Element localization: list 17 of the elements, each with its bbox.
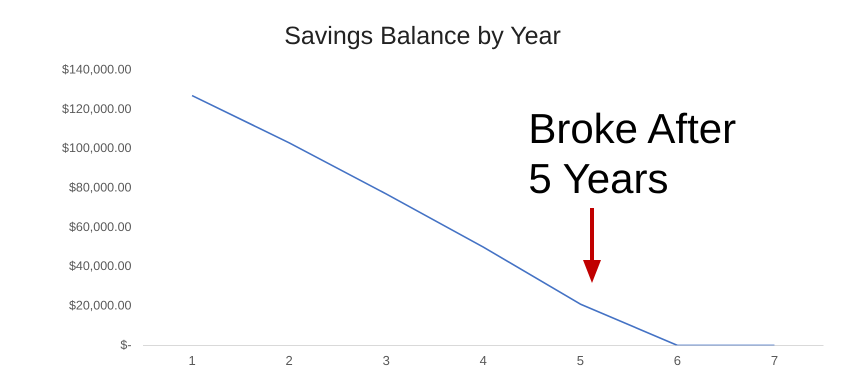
x-tick-label: 3 [382, 352, 390, 368]
y-tick-label: $40,000.00 [68, 259, 132, 274]
y-tick-label: $60,000.00 [68, 220, 132, 234]
y-tick-label: $120,000.00 [62, 102, 132, 116]
x-tick-label: 1 [188, 352, 196, 368]
x-tick-label: 6 [674, 352, 682, 368]
x-tick-label: 5 [576, 352, 584, 368]
y-tick-label: $20,000.00 [68, 298, 132, 313]
x-tick-label: 2 [286, 352, 293, 368]
annotation: Broke After 5 Years [528, 104, 738, 204]
y-tick-label: $140,000.00 [62, 62, 132, 76]
y-tick-label: $80,000.00 [68, 180, 132, 194]
y-tick-label: $100,000.00 [62, 141, 132, 156]
chart-title: Savings Balance by Year [283, 22, 562, 51]
y-tick-label: $- [120, 338, 132, 352]
x-tick-label: 4 [480, 352, 487, 368]
x-tick-label: 7 [770, 352, 778, 368]
